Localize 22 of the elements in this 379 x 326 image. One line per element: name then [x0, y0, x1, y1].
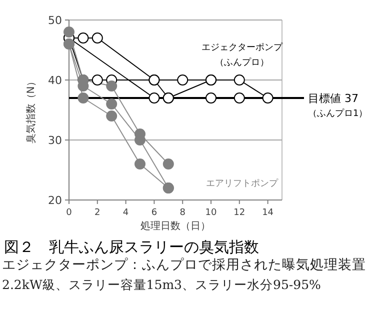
y-tick-label: 50 [48, 14, 62, 27]
text: （ふんプロ1） [308, 108, 368, 119]
x-axis-title: 処理日数（日） [140, 221, 210, 232]
text: エジェクターポンプ：ふんプロで採用された曝気処理装置 [2, 256, 367, 275]
text: 図２ 乳牛ふん尿スラリーの臭気指数 [4, 238, 259, 256]
annotation: （ふんプロ） [215, 57, 270, 68]
x-tick-label: 8 [180, 208, 186, 218]
x-tick-label: 10 [205, 208, 217, 218]
annotation: エアリフトポンプ [206, 178, 280, 189]
y-axis-title: 臭気指数（N） [25, 76, 37, 144]
ref-line-label: 目標値 37 [308, 92, 358, 105]
y-tick-label: 20 [48, 194, 62, 207]
text: 2.2kW級、スラリー容量15m3、スラリー水分95-95% [2, 276, 322, 294]
x-tick-label: 4 [122, 208, 129, 218]
x-tick-label: 14 [262, 208, 274, 218]
x-tick-label: 0 [66, 208, 72, 218]
y-tick-label: 30 [48, 134, 62, 147]
annotation: エジェクターポンプ [202, 42, 284, 53]
x-tick-label: 2 [94, 208, 100, 218]
x-tick-label: 6 [151, 208, 158, 218]
x-tick-label: 12 [234, 208, 246, 218]
y-tick-label: 40 [48, 74, 62, 87]
